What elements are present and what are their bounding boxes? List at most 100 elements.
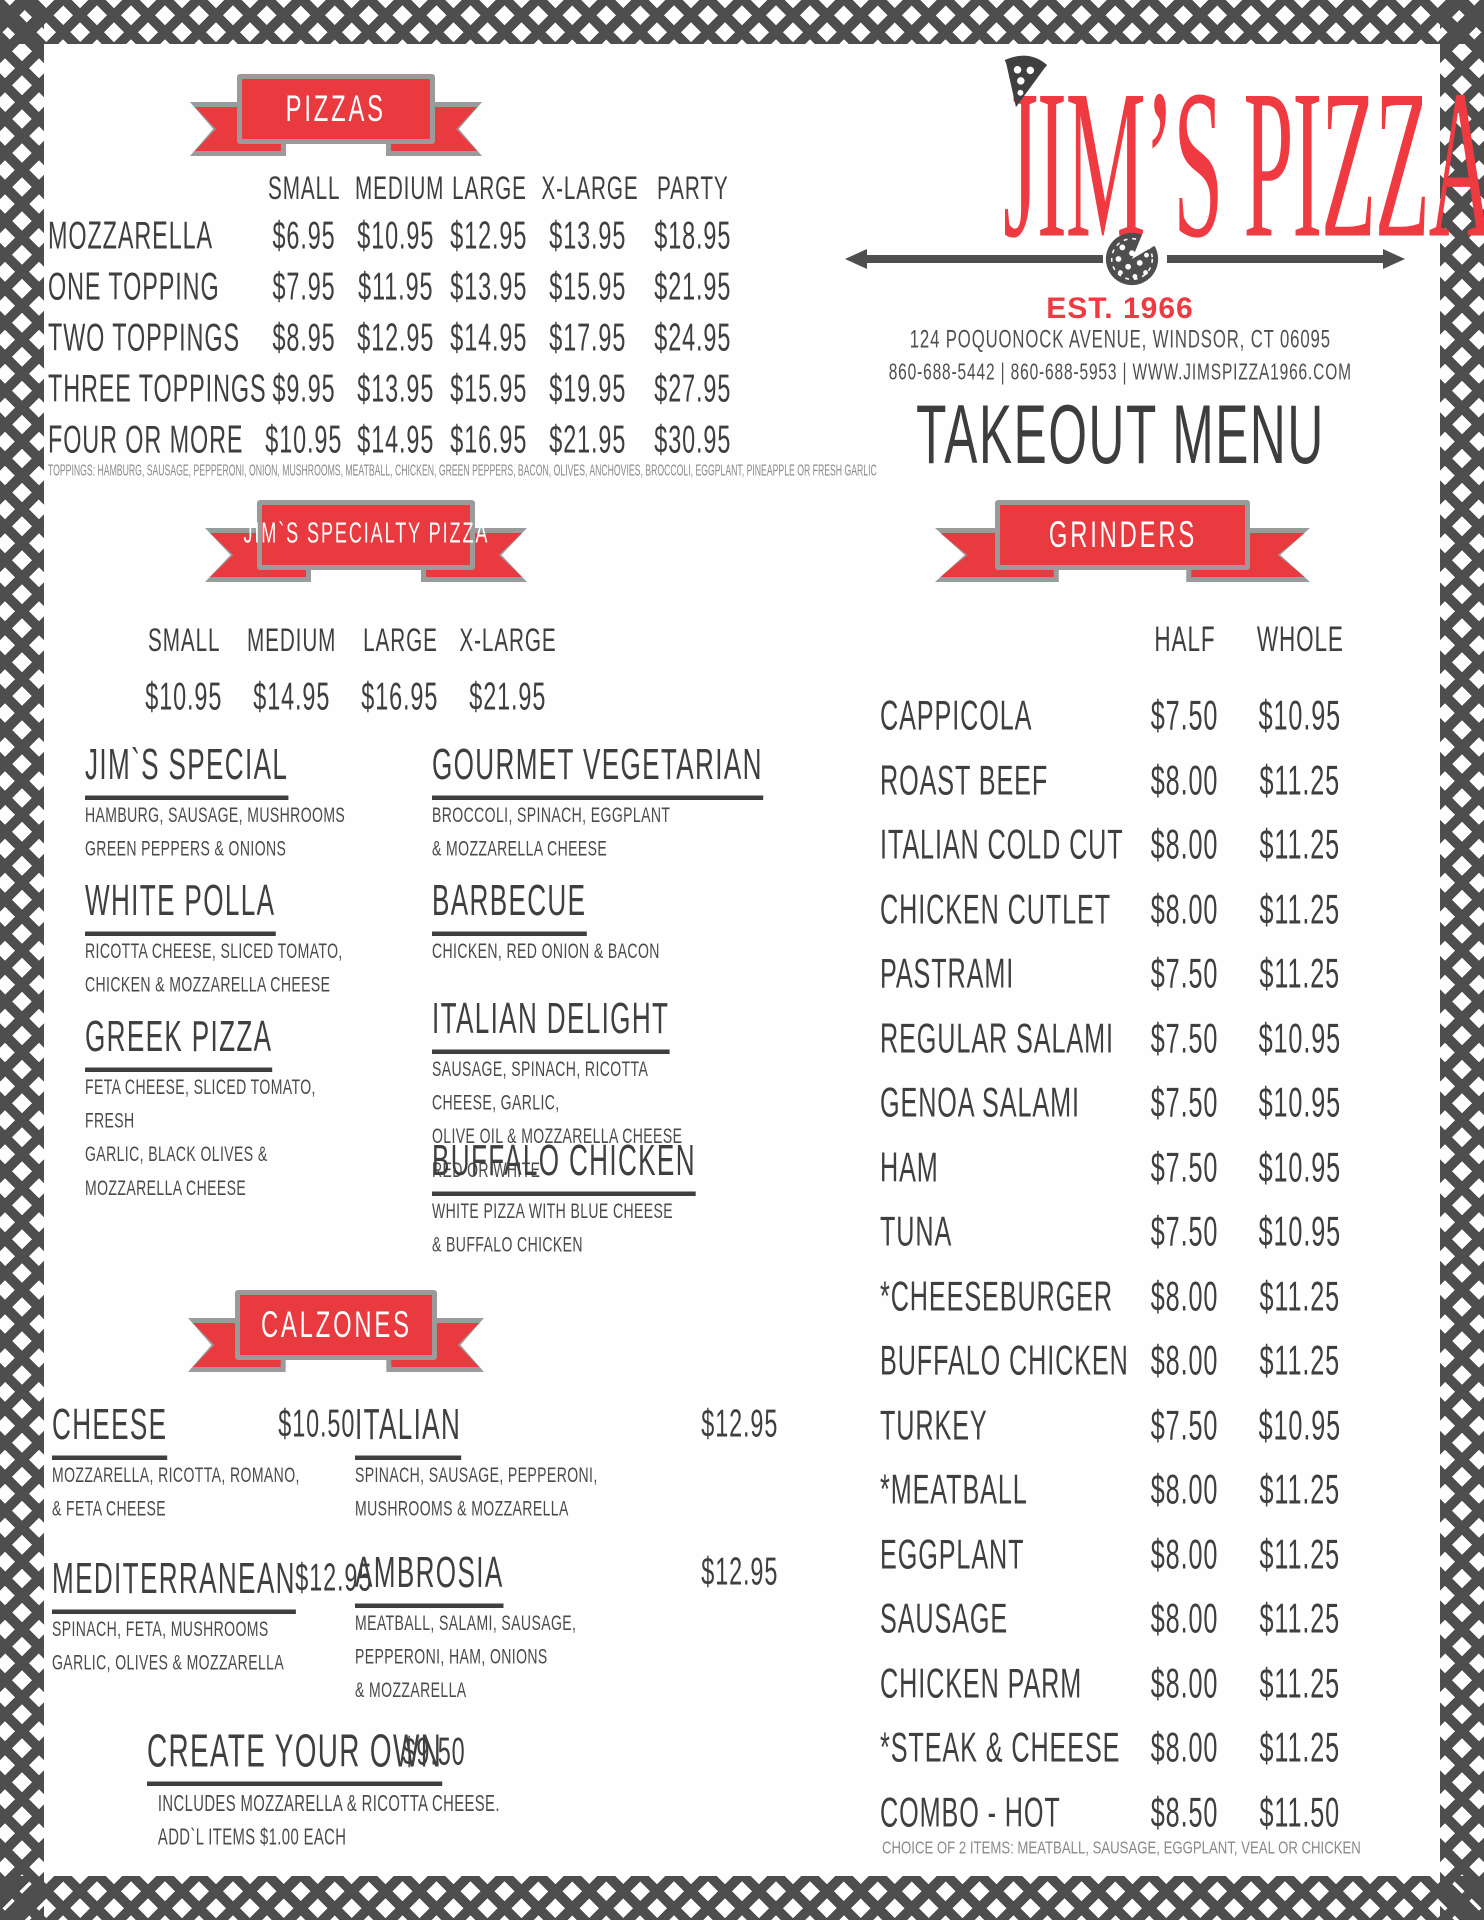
price-whole: $10.95	[1258, 1014, 1342, 1062]
table-row: THREE TOPPINGS $9.95 $13.95 $15.95 $19.9…	[48, 363, 746, 414]
price-large: $13.95	[450, 263, 528, 309]
price-half: $7.50	[1151, 1401, 1219, 1449]
menu-title: TAKEOUT MENU	[915, 388, 1325, 483]
ribbon-band: GRINDERS	[995, 500, 1250, 570]
price-xlarge: $13.95	[549, 212, 627, 258]
table-row: FOUR OR MORE $10.95 $14.95 $16.95 $21.95…	[48, 414, 746, 465]
phone-and-website: 860-688-5442 | 860-688-5953 | WWW.JIMSPI…	[888, 358, 1352, 385]
price-party: $18.95	[654, 212, 732, 258]
list-item: CHICKEN PARM $8.00 $11.25	[880, 1652, 1360, 1717]
price-medium: $13.95	[357, 365, 435, 411]
pizzas-banner: PIZZAS	[190, 74, 482, 164]
price-medium: $10.95	[357, 212, 435, 258]
border-top	[0, 0, 1484, 44]
specialty-item-buffalo-chicken: BUFFALO CHICKEN WHITE PIZZA WITH BLUE CH…	[432, 1136, 777, 1256]
item-name: TWO TOPPINGS	[48, 314, 240, 360]
size-small: SMALL	[147, 621, 221, 658]
price-xlarge: $19.95	[549, 365, 627, 411]
divider-arrow-right-icon	[1383, 249, 1405, 269]
price-small: $8.95	[272, 314, 336, 360]
item-name: CHICKEN CUTLET	[880, 885, 1112, 933]
list-item: CHICKEN CUTLET $8.00 $11.25	[880, 878, 1360, 943]
item-description: SAUSAGE, SPINACH, RICOTTA CHEESE, GARLIC…	[432, 1056, 683, 1182]
specialty-item-greek-pizza: GREEK PIZZA FETA CHEESE, SLICED TOMATO, …	[85, 1012, 430, 1200]
size-xlarge: X-LARGE	[459, 621, 557, 658]
price-medium: $14.95	[357, 416, 435, 462]
item-title: BUFFALO CHICKEN	[432, 1136, 696, 1196]
grinders-banner-label: GRINDERS	[1048, 513, 1197, 556]
calzones-banner: CALZONES	[188, 1290, 484, 1380]
price-whole: $11.25	[1259, 950, 1341, 997]
item-description: SPINACH, SAUSAGE, PEPPERONI, MUSHROOMS &…	[355, 1462, 598, 1521]
price-whole: $11.25	[1259, 756, 1341, 804]
price-party: $27.95	[654, 365, 732, 411]
logo-text: JIM’S PIZZA	[1003, 46, 1484, 283]
price-whole: $11.25	[1259, 885, 1341, 933]
table-row: MOZZARELLA $6.95 $10.95 $12.95 $13.95 $1…	[48, 210, 746, 261]
item-name: *STEAK & CHEESE	[880, 1724, 1121, 1771]
item-description: SPINACH, FETA, MUSHROOMS GARLIC, OLIVES …	[52, 1616, 285, 1675]
list-item: REGULAR SALAMI $7.50 $10.95	[880, 1007, 1360, 1072]
price-half: $8.00	[1151, 1466, 1219, 1513]
calzone-cheese: CHEESE $10.50 MOZZARELLA, RICOTTA, ROMAN…	[52, 1400, 522, 1520]
price-half: $7.50	[1151, 1079, 1219, 1126]
specialty-sizes: SMALL MEDIUM LARGE X-LARGE $10.95 $14.95…	[130, 612, 562, 724]
list-item: CAPPICOLA $7.50 $10.95	[880, 684, 1360, 749]
specialty-size-prices: $10.95 $14.95 $16.95 $21.95	[130, 668, 562, 724]
column-header-medium: MEDIUM	[354, 169, 445, 206]
specialty-banner-label: JIM`S SPECIALTY PIZZA	[243, 518, 489, 551]
column-header-large: LARGE	[451, 169, 527, 206]
item-name: *MEATBALL	[880, 1466, 1028, 1513]
calzone-create-your-own: CREATE YOUR OWN $9.50 INCLUDES MOZZARELL…	[147, 1725, 647, 1850]
list-item: *STEAK & CHEESE $8.00 $11.25	[880, 1716, 1360, 1781]
item-name: ONE TOPPING	[48, 263, 220, 309]
price-half: $8.00	[1151, 1272, 1219, 1320]
calzone-mediterranean: MEDITERRANEAN $12.95 SPINACH, FETA, MUSH…	[52, 1554, 522, 1674]
price-half: $7.50	[1151, 1143, 1219, 1191]
list-item: GENOA SALAMI $7.50 $10.95	[880, 1071, 1360, 1136]
price-small: $10.95	[265, 416, 343, 462]
price-large: $16.95	[361, 672, 439, 718]
price-xlarge: $15.95	[549, 263, 627, 309]
item-name: PASTRAMI	[880, 950, 1015, 997]
list-item: TUNA $7.50 $10.95	[880, 1200, 1360, 1265]
item-name: TUNA	[880, 1208, 953, 1255]
item-description: MEATBALL, SALAMI, SAUSAGE, PEPPERONI, HA…	[355, 1610, 577, 1702]
pizzas-banner-label: PIZZAS	[285, 87, 387, 130]
combo-note: CHOICE OF 2 ITEMS: MEATBALL, SAUSAGE, EG…	[882, 1838, 1361, 1859]
item-title: BARBECUE	[432, 876, 587, 936]
price-xlarge: $21.95	[469, 672, 547, 718]
list-item: HAM $7.50 $10.95	[880, 1136, 1360, 1201]
logo: JIM’S PIZZA	[840, 58, 1484, 271]
calzone-ambrosia: AMBROSIA $12.95 MEATBALL, SALAMI, SAUSAG…	[355, 1548, 825, 1702]
price-whole: $11.50	[1259, 1788, 1341, 1836]
price-half: $8.00	[1151, 1337, 1219, 1384]
list-item: SAUSAGE $8.00 $11.25	[880, 1587, 1360, 1652]
price-half: $8.00	[1151, 885, 1219, 933]
calzones-banner-label: CALZONES	[260, 1303, 412, 1346]
specialty-item-italian-delight: ITALIAN DELIGHT SAUSAGE, SPINACH, RICOTT…	[432, 994, 777, 1182]
price-half: $8.00	[1151, 756, 1219, 804]
table-row: TWO TOPPINGS $8.95 $12.95 $14.95 $17.95 …	[48, 312, 746, 363]
price-whole: $11.25	[1259, 821, 1341, 868]
price-large: $12.95	[450, 212, 528, 258]
price-whole: $10.95	[1258, 1143, 1342, 1191]
list-item: BUFFALO CHICKEN $8.00 $11.25	[880, 1329, 1360, 1394]
pizza-icon	[1105, 230, 1161, 286]
grinders-header: HALF WHOLE	[880, 614, 1360, 666]
list-item: *CHEESEBURGER $8.00 $11.25	[880, 1265, 1360, 1330]
list-item: EGGPLANT $8.00 $11.25	[880, 1523, 1360, 1588]
specialty-item-barbecue: BARBECUE CHICKEN, RED ONION & BACON	[432, 876, 777, 963]
list-item: COMBO - HOT $8.50 $11.50	[880, 1781, 1360, 1846]
list-item: ITALIAN COLD CUT $8.00 $11.25	[880, 813, 1360, 878]
price-half: $7.50	[1151, 1208, 1219, 1255]
column-header-xlarge: X-LARGE	[541, 169, 639, 206]
specialty-item-jims-special: JIM`S SPECIAL HAMBURG, SAUSAGE, MUSHROOM…	[85, 740, 430, 860]
price-half: $8.00	[1151, 1530, 1219, 1578]
item-description: MOZZARELLA, RICOTTA, ROMANO, & FETA CHEE…	[52, 1462, 300, 1521]
item-title: WHITE POLLA	[85, 876, 276, 936]
item-name: EGGPLANT	[880, 1530, 1025, 1578]
item-name: CHICKEN PARM	[880, 1659, 1083, 1707]
item-title: CREATE YOUR OWN	[147, 1725, 443, 1786]
